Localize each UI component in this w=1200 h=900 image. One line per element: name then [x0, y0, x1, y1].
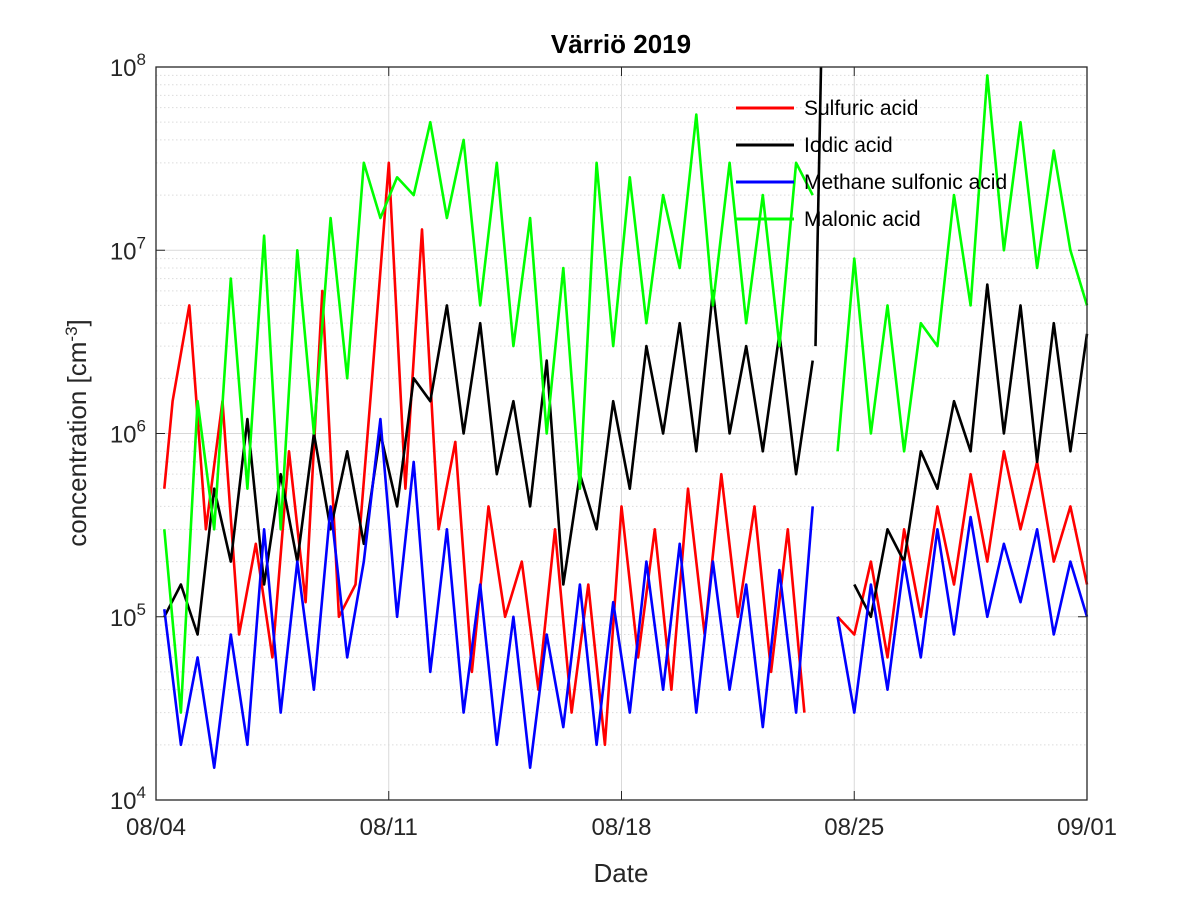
- y-tick-label-base: 10: [110, 605, 137, 632]
- series-line-2: [853, 283, 1089, 619]
- legend-label-1: Sulfuric acid: [804, 97, 918, 120]
- legend: Sulfuric acid Iodic acid Methane sulfonic …: [736, 97, 1007, 231]
- legend-label-4: Malonic acid: [804, 208, 921, 231]
- y-tick-label-base: 10: [110, 55, 137, 82]
- series-line-2: [814, 66, 823, 347]
- legend-label-3: Methane sulfonic acid: [804, 171, 1007, 194]
- y-tick-label-base: 10: [110, 422, 137, 449]
- y-axis-label: concentration [cm-3]: [62, 319, 92, 547]
- y-tick-label-exponent: 8: [137, 50, 146, 69]
- x-tick-label: 08/04: [126, 814, 186, 841]
- y-tick-label-base: 10: [110, 788, 137, 815]
- series-line-3: [163, 417, 814, 770]
- series-line-1: [836, 449, 1089, 659]
- y-tick-label-exponent: 5: [137, 600, 146, 619]
- legend-label-2: Iodic acid: [804, 134, 893, 157]
- y-tick-label: 106: [110, 417, 146, 449]
- x-tick-label: 08/11: [360, 814, 418, 841]
- y-axis-label-sup: -3: [62, 326, 81, 341]
- series-lines: [163, 66, 1089, 770]
- y-tick-label: 105: [110, 600, 146, 632]
- series-line-2: [163, 289, 814, 636]
- series-line-4: [836, 74, 1089, 453]
- y-tick-label-exponent: 7: [137, 233, 146, 252]
- ticks: [155, 66, 1088, 801]
- y-tick-label: 108: [110, 50, 146, 82]
- x-tick-label: 08/18: [591, 814, 651, 841]
- y-tick-label-exponent: 6: [137, 417, 146, 436]
- y-tick-label-exponent: 4: [137, 783, 146, 802]
- x-tick-label: 08/25: [824, 814, 884, 841]
- x-axis-label: Date: [594, 858, 649, 888]
- series-line-3: [836, 515, 1089, 714]
- y-tick-label-base: 10: [110, 238, 137, 265]
- y-tick-label: 107: [110, 233, 146, 265]
- x-tick-labels: 08/04 08/11 08/18 08/25 09/01: [126, 814, 1117, 841]
- y-tick-label: 104: [110, 783, 146, 815]
- x-tick-label: 09/01: [1057, 814, 1117, 841]
- y-axis-label-close: ]: [62, 319, 92, 326]
- chart-title: Värriö 2019: [551, 29, 691, 59]
- y-axis-label-main: concentration [cm: [62, 342, 92, 547]
- series-line-4: [163, 113, 814, 714]
